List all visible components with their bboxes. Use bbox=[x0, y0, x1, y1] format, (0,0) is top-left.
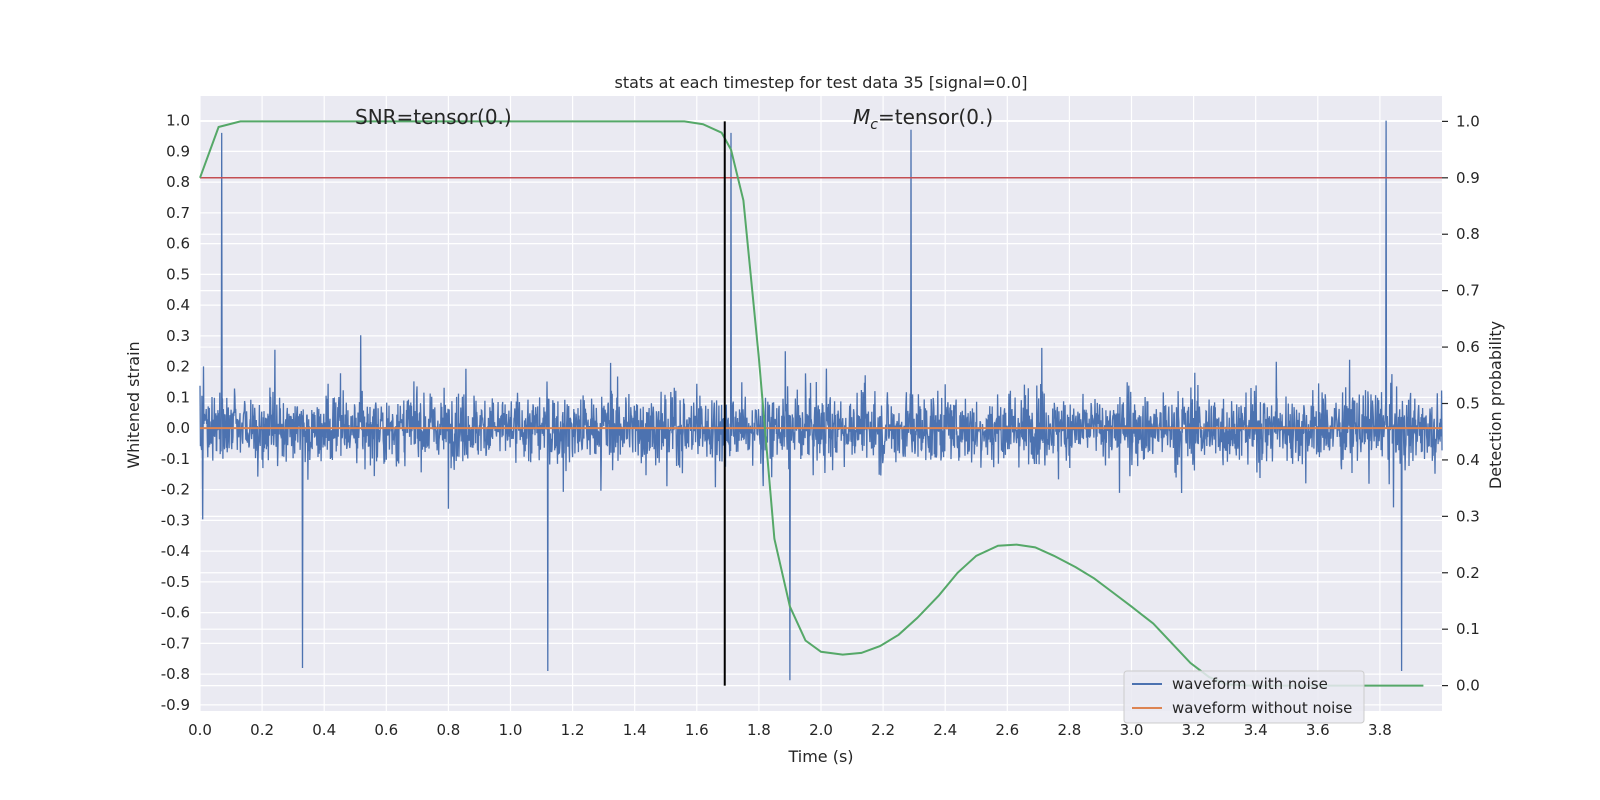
left-y-tick-label: 0.3 bbox=[166, 327, 190, 345]
x-tick-label: 2.6 bbox=[995, 721, 1019, 739]
x-tick-label: 3.6 bbox=[1306, 721, 1330, 739]
left-y-tick-label: 0.0 bbox=[166, 419, 190, 437]
x-tick-label: 3.4 bbox=[1244, 721, 1268, 739]
left-y-tick-label: 0.7 bbox=[166, 204, 190, 222]
left-axis-ticks: 1.0 0.9 0.8 0.7 0.6 0.5 0.4 0.3 0.2 0.1 0.0 -0.1 -0.… bbox=[161, 112, 190, 714]
chirp-mass-value: =tensor(0.) bbox=[878, 105, 993, 129]
right-y-tick-label: 0.0 bbox=[1456, 677, 1480, 695]
x-tick-label: 1.2 bbox=[561, 721, 585, 739]
left-y-tick-label: -0.5 bbox=[161, 573, 190, 591]
x-tick-label: 2.0 bbox=[809, 721, 833, 739]
left-y-tick-label: -0.7 bbox=[161, 634, 190, 652]
right-axis-label: Detection probability bbox=[1486, 321, 1505, 489]
chirp-mass-subscript: c bbox=[870, 117, 878, 133]
series-detection-probability bbox=[199, 120, 1424, 687]
left-y-tick-label: 0.5 bbox=[166, 265, 190, 283]
right-y-tick-label: 1.0 bbox=[1456, 112, 1480, 130]
chirp-mass-symbol: M bbox=[853, 105, 870, 129]
left-y-tick-label: 0.9 bbox=[166, 142, 190, 160]
left-y-tick-label: 0.4 bbox=[166, 296, 190, 314]
x-axis-label: Time (s) bbox=[787, 747, 853, 766]
x-tick-label: 3.8 bbox=[1368, 721, 1392, 739]
x-tick-label: 2.2 bbox=[871, 721, 895, 739]
x-tick-label: 0.2 bbox=[250, 721, 274, 739]
chirp-mass-annotation: Mc=tensor(0.) bbox=[853, 105, 993, 133]
x-tick-label: 0.0 bbox=[188, 721, 212, 739]
left-y-tick-label: -0.9 bbox=[161, 696, 190, 714]
left-axis-label: Whitened strain bbox=[124, 341, 143, 468]
right-y-tick-label: 0.1 bbox=[1456, 620, 1480, 638]
left-y-tick-label: -0.8 bbox=[161, 665, 190, 683]
right-y-tick-label: 0.3 bbox=[1456, 507, 1480, 525]
left-y-tick-label: -0.4 bbox=[161, 542, 190, 560]
left-y-tick-label: 0.2 bbox=[166, 358, 190, 376]
left-y-tick-label: -0.3 bbox=[161, 511, 190, 529]
series-waveform-with-noise bbox=[199, 120, 1443, 681]
right-y-tick-label: 0.7 bbox=[1456, 282, 1480, 300]
legend: waveform with noise waveform without noi… bbox=[1123, 670, 1365, 724]
right-axis-ticks: 1.0 0.9 0.8 0.7 0.6 0.5 0.4 0.3 0.2 0.1 0.0 bbox=[1442, 112, 1480, 695]
left-y-tick-label: 0.1 bbox=[166, 388, 190, 406]
x-tick-label: 0.4 bbox=[312, 721, 336, 739]
x-axis-ticks: 0.0 0.2 0.4 0.6 0.8 1.0 1.2 1.4 1.6 1.8 2.0 2.2 2.4 2… bbox=[188, 721, 1392, 739]
left-y-tick-label: 1.0 bbox=[166, 112, 190, 130]
left-y-tick-label: -0.1 bbox=[161, 450, 190, 468]
right-y-tick-label: 0.4 bbox=[1456, 451, 1480, 469]
left-y-tick-label: -0.6 bbox=[161, 604, 190, 622]
right-y-tick-label: 0.5 bbox=[1456, 395, 1480, 413]
x-tick-label: 1.4 bbox=[623, 721, 647, 739]
x-tick-label: 3.0 bbox=[1120, 721, 1144, 739]
snr-annotation: SNR=tensor(0.) bbox=[355, 105, 512, 129]
x-tick-label: 2.8 bbox=[1057, 721, 1081, 739]
right-y-tick-label: 0.2 bbox=[1456, 564, 1480, 582]
chart-title: stats at each timestep for test data 35 … bbox=[615, 73, 1028, 92]
probability-trace bbox=[199, 120, 1424, 687]
x-tick-label: 0.8 bbox=[436, 721, 460, 739]
legend-label-noise: waveform with noise bbox=[1172, 675, 1328, 693]
left-y-tick-label: 0.8 bbox=[166, 173, 190, 191]
x-tick-label: 3.2 bbox=[1182, 721, 1206, 739]
x-tick-label: 1.6 bbox=[685, 721, 709, 739]
legend-box bbox=[1123, 670, 1365, 724]
right-y-tick-label: 0.9 bbox=[1456, 169, 1480, 187]
right-y-tick-label: 0.8 bbox=[1456, 225, 1480, 243]
noise-trace bbox=[199, 120, 1443, 681]
x-tick-label: 2.4 bbox=[933, 721, 957, 739]
legend-label-clean: waveform without noise bbox=[1172, 699, 1352, 717]
left-y-tick-label: 0.6 bbox=[166, 235, 190, 253]
x-tick-label: 1.8 bbox=[747, 721, 771, 739]
x-tick-label: 1.0 bbox=[499, 721, 523, 739]
left-y-tick-label: -0.2 bbox=[161, 481, 190, 499]
right-y-tick-label: 0.6 bbox=[1456, 338, 1480, 356]
x-tick-label: 0.6 bbox=[374, 721, 398, 739]
